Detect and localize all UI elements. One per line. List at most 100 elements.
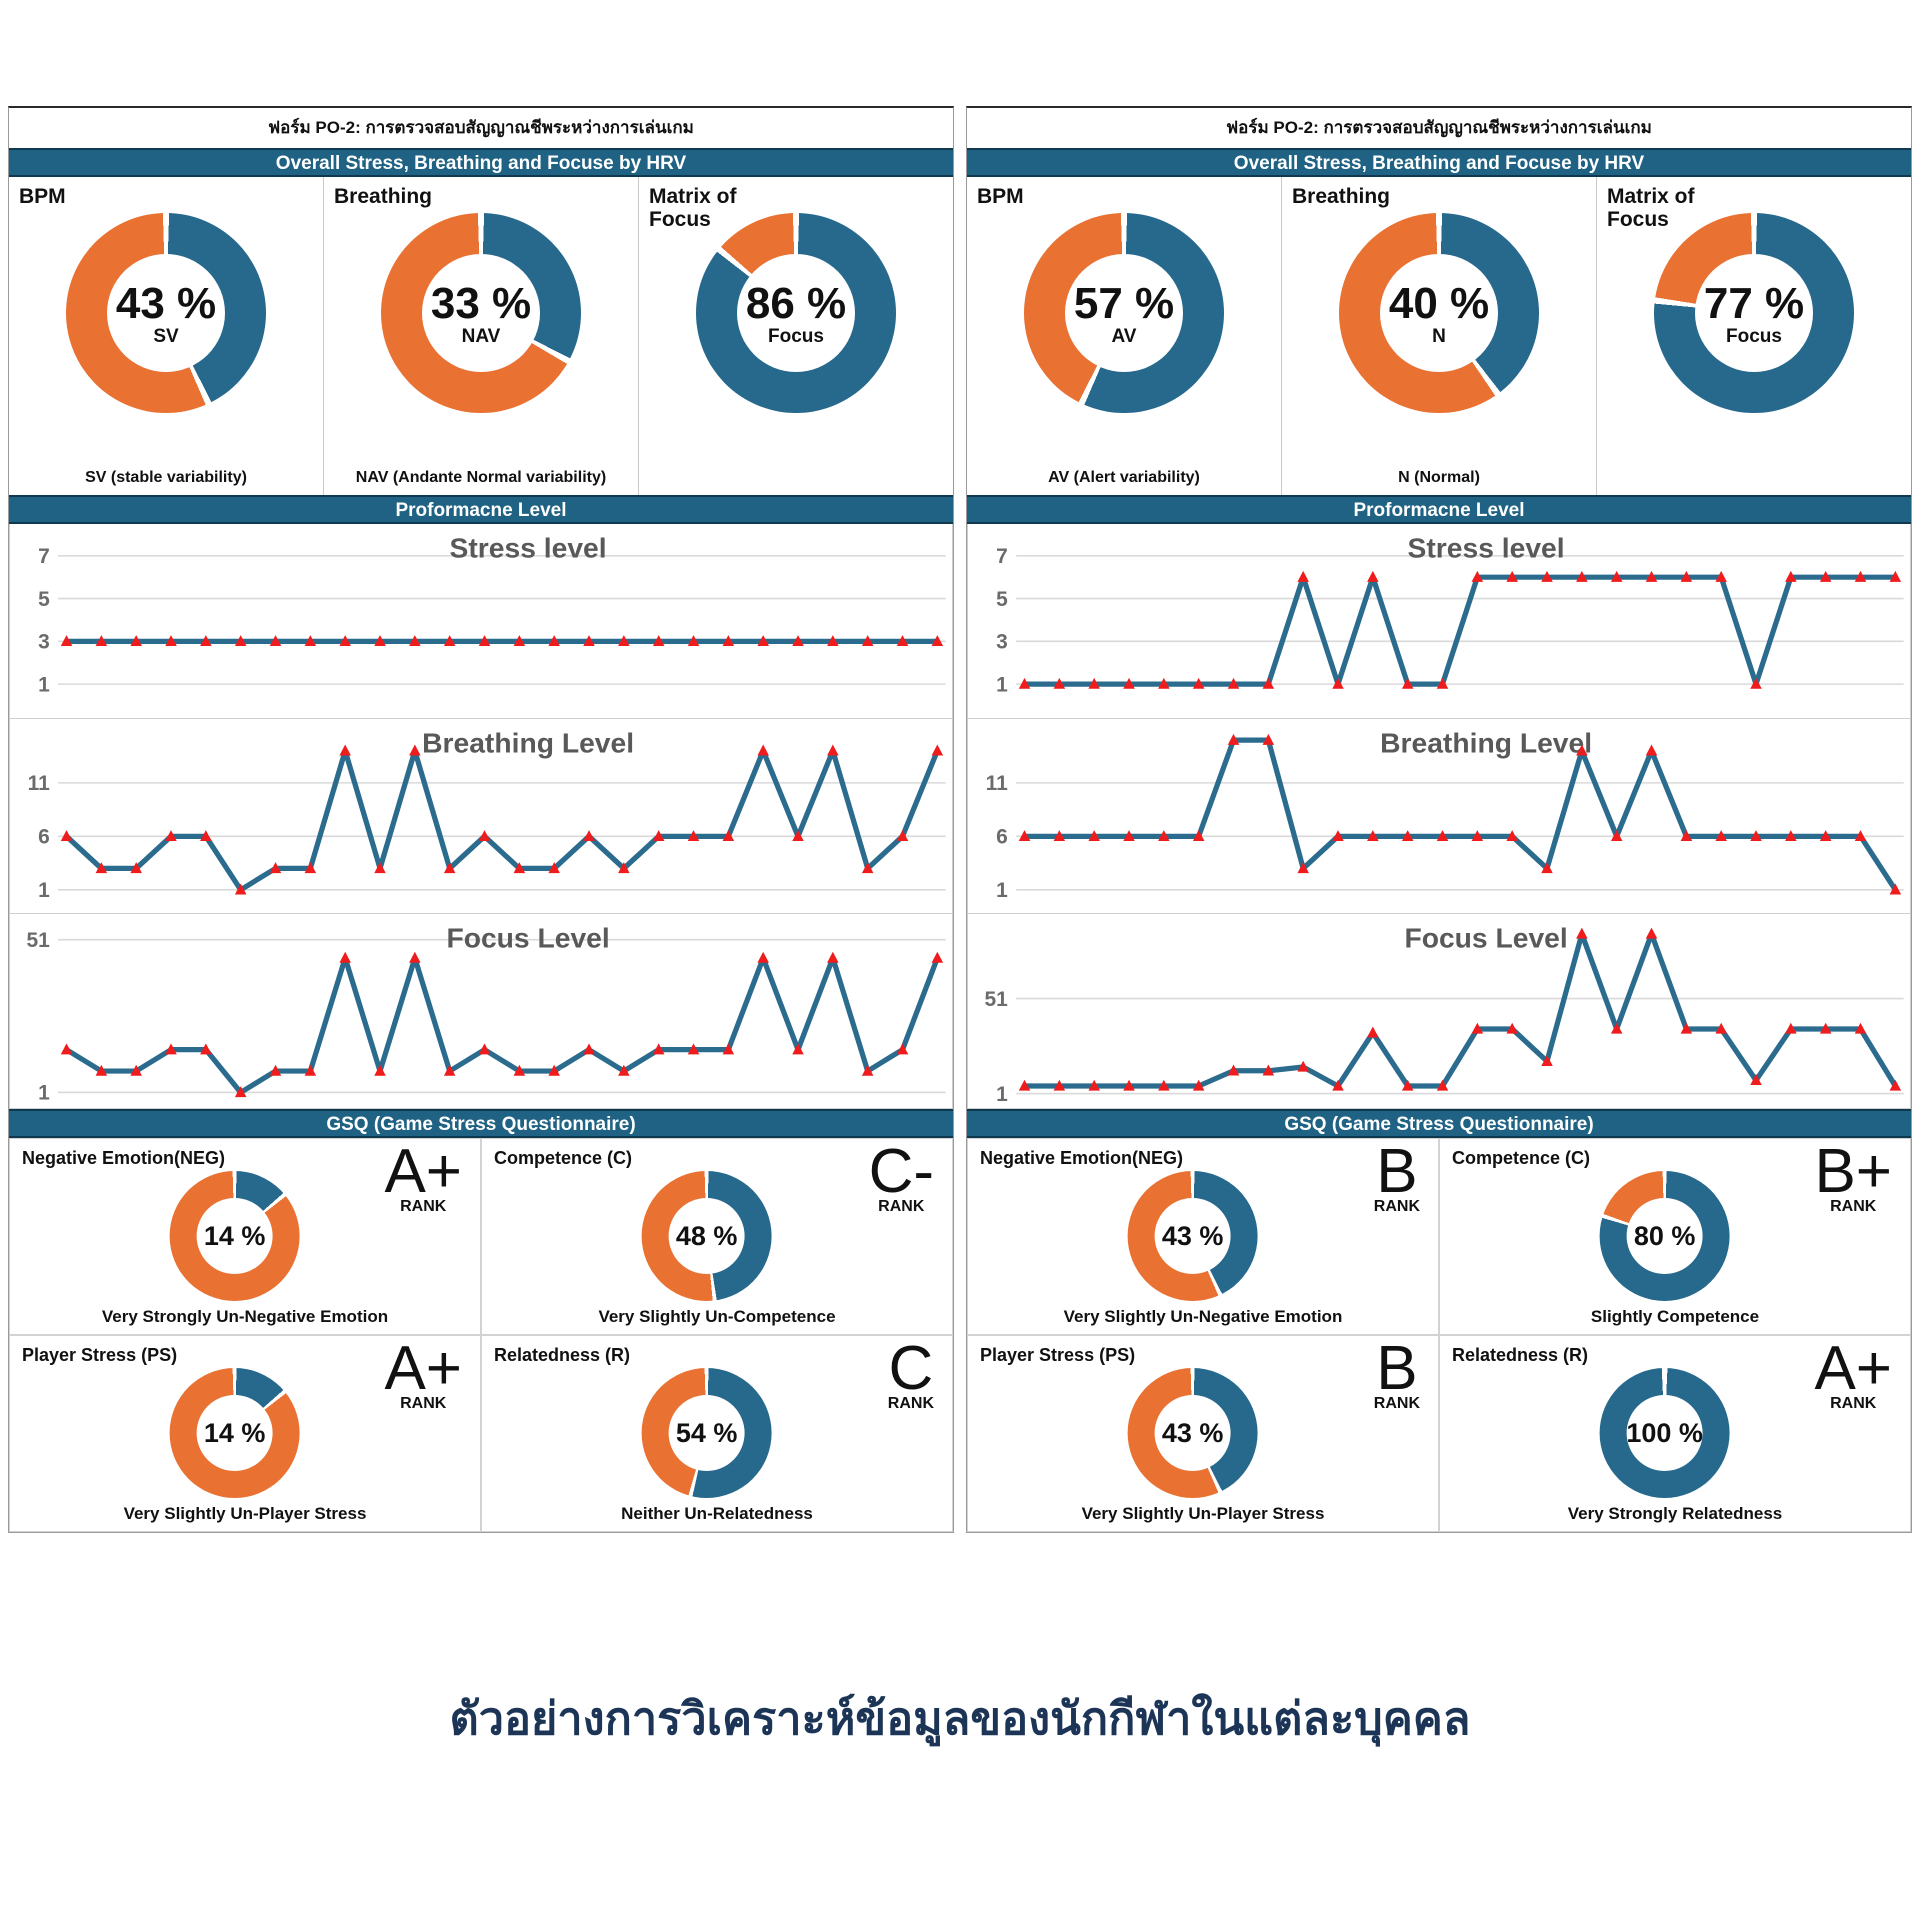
stress-level-chart: 7 5 3 1 Stress level: [996, 531, 1904, 696]
breathing-donut-center: 33 % NAV: [422, 254, 540, 372]
focus-matrix-cell: Matrix of Focus 86 % Focus: [639, 177, 953, 495]
svg-text:6: 6: [38, 826, 50, 849]
breathing-chart-box: 11 6 1 Breathing Level: [9, 719, 953, 914]
focus-chart-box: 51 1 Focus Level: [967, 914, 1911, 1109]
gsq-player-stress-donut: 43 %: [1127, 1368, 1258, 1498]
gsq-negative-emotion-title: Negative Emotion(NEG): [980, 1148, 1184, 1168]
focus-chart-box: 51 1 Focus Level: [9, 914, 953, 1109]
svg-text:1: 1: [996, 673, 1008, 696]
gsq-competence-donut: 48 %: [641, 1171, 772, 1301]
gsq-grid: Negative Emotion(NEG) A+ RANK 14 % Very …: [9, 1138, 953, 1532]
bpm-caption: SV (stable variability): [85, 469, 247, 486]
gsq-negative-emotion-title: Negative Emotion(NEG): [22, 1148, 226, 1168]
focus-level-chart: 51 1 Focus Level: [984, 921, 1904, 1106]
rank-letter: C: [888, 1334, 934, 1403]
hrv-donut-row: BPM 57 % AV AV (Alert variability) Breat…: [967, 177, 1911, 495]
focus-matrix-percent-value: 86 %: [745, 278, 847, 328]
bpm-cell: BPM 43 % SV SV (stable variability): [9, 177, 324, 495]
gsq-negative-emotion-rank: B RANK: [1374, 1141, 1420, 1216]
gsq-competence-cell: Competence (C) B+ RANK 80 % Slightly Com…: [1439, 1138, 1911, 1335]
stress-chart-box: 7 5 3 1 Stress level: [9, 524, 953, 719]
rank-letter: B: [1376, 1137, 1418, 1206]
svg-text:11: 11: [986, 772, 1008, 795]
focus-matrix-donut-chart: 86 % Focus: [696, 213, 896, 413]
gsq-negative-emotion-cell: Negative Emotion(NEG) B RANK 43 % Very S…: [967, 1138, 1439, 1335]
gsq-player-stress-cell: Player Stress (PS) A+ RANK 14 % Very Sli…: [9, 1335, 481, 1532]
gsq-player-stress-rank: A+ RANK: [384, 1338, 462, 1413]
breathing-donut-center: 40 % N: [1380, 254, 1498, 372]
gsq-percent-value: 48 %: [675, 1220, 738, 1251]
stress-level-chart: 7 5 3 1 Stress level: [38, 531, 946, 696]
svg-text:1: 1: [996, 1083, 1008, 1106]
bpm-percent-value: 43 %: [115, 278, 217, 328]
panel-right: ฟอร์ม PO-2: การตรวจสอบสัญญาณชีพระหว่างกา…: [966, 106, 1912, 1533]
gsq-relatedness-caption: Neither Un-Relatedness: [621, 1504, 813, 1523]
gsq-player-stress-caption: Very Slightly Un-Player Stress: [1081, 1504, 1325, 1523]
breathing-title: Breathing: [334, 185, 433, 208]
rank-word: RANK: [1373, 1198, 1420, 1215]
svg-text:1: 1: [38, 673, 50, 696]
gsq-percent-value: 54 %: [675, 1417, 738, 1448]
svg-text:Breathing Level: Breathing Level: [1380, 726, 1592, 758]
breathing-title: Breathing: [1292, 185, 1391, 208]
svg-text:3: 3: [996, 631, 1008, 654]
gsq-negative-emotion-donut: 43 %: [1127, 1171, 1258, 1301]
focus-matrix-title: Matrix of Focus: [1607, 185, 1695, 232]
svg-text:Focus Level: Focus Level: [1404, 921, 1567, 953]
rank-letter: B+: [1814, 1137, 1892, 1206]
rank-letter: C-: [868, 1137, 934, 1206]
bpm-donut-chart: 57 % AV: [1024, 213, 1224, 413]
form-title: ฟอร์ม PO-2: การตรวจสอบสัญญาณชีพระหว่างกา…: [1226, 118, 1652, 137]
gsq-player-stress-rank: B RANK: [1374, 1338, 1420, 1413]
gsq-section-header: GSQ (Game Stress Questionnaire): [967, 1109, 1911, 1138]
rank-word: RANK: [400, 1198, 447, 1215]
gsq-negative-emotion-caption: Very Strongly Un-Negative Emotion: [101, 1307, 389, 1326]
focus-matrix-donut-center: 77 % Focus: [1695, 254, 1813, 372]
bpm-code: SV: [153, 325, 179, 347]
gsq-relatedness-title: Relatedness (R): [1452, 1345, 1589, 1365]
gsq-grid: Negative Emotion(NEG) B RANK 43 % Very S…: [967, 1138, 1911, 1532]
footer-caption: ตัวอย่างการวิเคราะห์ข้อมูลของนักกีฬาในแต…: [449, 1693, 1471, 1744]
rank-letter: B: [1376, 1334, 1418, 1403]
bpm-caption: AV (Alert variability): [1048, 469, 1200, 486]
gsq-negative-emotion-caption: Very Slightly Un-Negative Emotion: [1063, 1307, 1343, 1326]
gsq-competence-cell: Competence (C) C- RANK 48 % Very Slightl…: [481, 1138, 953, 1335]
gsq-negative-emotion-cell: Negative Emotion(NEG) A+ RANK 14 % Very …: [9, 1138, 481, 1335]
focus-matrix-donut-chart: 77 % Focus: [1654, 213, 1854, 413]
svg-text:Stress level: Stress level: [1408, 531, 1565, 563]
gsq-section-header: GSQ (Game Stress Questionnaire): [9, 1109, 953, 1138]
bpm-cell: BPM 57 % AV AV (Alert variability): [967, 177, 1282, 495]
gsq-relatedness-title: Relatedness (R): [494, 1345, 631, 1365]
breathing-code: NAV: [461, 325, 501, 347]
breathing-cell: Breathing 40 % N N (Normal): [1282, 177, 1597, 495]
bpm-donut-center: 43 % SV: [107, 254, 225, 372]
svg-text:Focus Level: Focus Level: [446, 921, 609, 953]
gsq-competence-rank: C- RANK: [869, 1141, 934, 1216]
rank-word: RANK: [887, 1395, 934, 1412]
gsq-competence-title: Competence (C): [494, 1148, 633, 1168]
focus-matrix-title: Matrix of Focus: [649, 185, 737, 232]
gsq-relatedness-cell: Relatedness (R) C RANK 54 % Neither Un-R…: [481, 1335, 953, 1532]
breathing-donut-chart: 40 % N: [1339, 213, 1539, 413]
gsq-percent-value: 100 %: [1626, 1417, 1703, 1448]
bpm-title: BPM: [19, 185, 66, 208]
svg-text:Stress level: Stress level: [450, 531, 607, 563]
bpm-donut-chart: 43 % SV: [66, 213, 266, 413]
focus-matrix-donut-center: 86 % Focus: [737, 254, 855, 372]
gsq-relatedness-donut: 54 %: [641, 1368, 772, 1498]
bpm-percent-value: 57 %: [1073, 278, 1175, 328]
bpm-code: AV: [1111, 325, 1137, 347]
performance-section-header: Proformacne Level: [967, 495, 1911, 524]
gsq-player-stress-cell: Player Stress (PS) B RANK 43 % Very Slig…: [967, 1335, 1439, 1532]
gsq-relatedness-cell: Relatedness (R) A+ RANK 100 % Very Stron…: [1439, 1335, 1911, 1532]
gsq-competence-title: Competence (C): [1452, 1148, 1591, 1168]
breathing-percent-value: 33 %: [430, 278, 532, 328]
svg-text:7: 7: [996, 545, 1008, 568]
bpm-donut-center: 57 % AV: [1065, 254, 1183, 372]
gsq-player-stress-title: Player Stress (PS): [22, 1345, 178, 1365]
gsq-relatedness-rank: A+ RANK: [1814, 1338, 1892, 1413]
stress-chart-box: 7 5 3 1 Stress level: [967, 524, 1911, 719]
rank-word: RANK: [878, 1198, 925, 1215]
svg-text:3: 3: [38, 631, 50, 654]
